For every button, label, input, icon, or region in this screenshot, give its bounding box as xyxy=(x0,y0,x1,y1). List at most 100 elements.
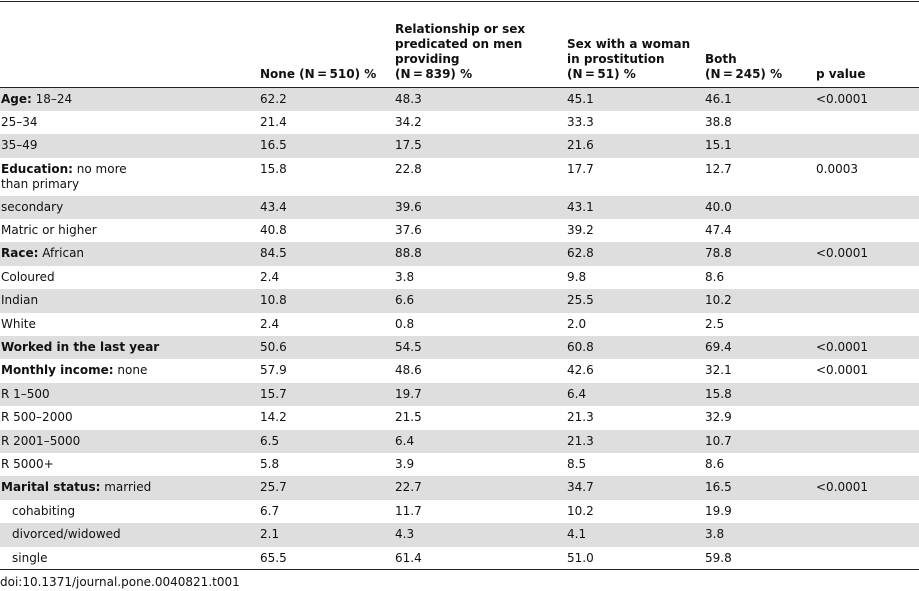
table-body: Age: 18–24 62.2 48.3 45.1 46.1 <0.0001 25–34 21… xyxy=(0,87,919,571)
row-label-line: R 1–500 xyxy=(1,387,252,402)
header-label xyxy=(0,2,252,88)
cell-sex-prostitution: 43.1 xyxy=(560,195,701,220)
cell-relationship: 22.7 xyxy=(390,476,560,500)
header-both-line: Both xyxy=(705,52,737,66)
table-row: R 500–2000 14.2 21.5 21.3 32.9 xyxy=(0,406,919,429)
cell-relationship: 61.4 xyxy=(390,546,560,571)
cell-relationship: 17.5 xyxy=(390,134,560,158)
row-label-text: 18–24 xyxy=(31,92,73,106)
table-row: Monthly income: none 57.9 48.6 42.6 32.1 <0.0… xyxy=(0,359,919,382)
cell-sex-prostitution: 2.0 xyxy=(567,316,587,331)
cell-both: 19.9 xyxy=(705,503,732,518)
cell-both: 10.2 xyxy=(701,289,811,313)
row-label: Race: African xyxy=(0,242,252,266)
cell-p-value: <0.0001 xyxy=(811,476,919,500)
cell-p-value xyxy=(811,382,919,407)
table-row: White 2.4 0.8 2.0 2.5 xyxy=(0,313,919,336)
cell-relationship: 48.3 xyxy=(390,87,560,111)
cell-both: 69.4 xyxy=(701,336,811,360)
row-label-line: single xyxy=(12,551,252,566)
table-row: R 1–500 15.7 19.7 6.4 15.8 xyxy=(0,382,919,407)
cell-none: 10.8 xyxy=(252,289,390,313)
cell-both: 59.8 xyxy=(701,546,811,571)
row-label-text: R 5000+ xyxy=(1,456,54,471)
cell-relationship: 3.8 xyxy=(395,269,415,284)
row-label: 35–49 xyxy=(0,134,252,158)
row-label-text: R 500–2000 xyxy=(1,410,73,425)
cell-none: 40.8 xyxy=(260,223,287,238)
cell-p-value: <0.0001 xyxy=(816,363,869,378)
row-label: secondary xyxy=(0,195,252,220)
row-label: Worked in the last year xyxy=(0,336,252,360)
cell-p-value xyxy=(811,429,919,453)
cell-sex-prostitution: 39.2 xyxy=(567,223,594,238)
cell-sex-prostitution: 6.4 xyxy=(560,382,701,407)
cell-sex-prostitution: 10.2 xyxy=(567,503,594,518)
row-label-line: White xyxy=(1,317,252,332)
table-row: 25–34 21.4 34.2 33.3 38.8 xyxy=(0,111,919,134)
table-row: Worked in the last year 50.6 54.5 60.8 69.4 <… xyxy=(0,336,919,360)
cell-p-value xyxy=(811,266,919,289)
row-label: Education: no more than primary xyxy=(0,158,252,196)
cell-sex-prostitution: 60.8 xyxy=(560,336,701,360)
cell-both: 15.8 xyxy=(701,382,811,407)
cell-relationship: 39.6 xyxy=(390,195,560,220)
header-both: Both (N = 245) % xyxy=(701,2,811,88)
cell-sex-prostitution: 17.7 xyxy=(567,161,594,176)
cell-relationship: 54.5 xyxy=(390,336,560,360)
row-label-line: 25–34 xyxy=(1,115,252,130)
row-label-text: single xyxy=(12,550,48,565)
row-label: Age: 18–24 xyxy=(0,87,252,111)
table-row: Age: 18–24 62.2 48.3 45.1 46.1 <0.0001 xyxy=(0,87,919,111)
cell-none: 57.9 xyxy=(260,363,287,378)
header-relationship-line: predicated on men xyxy=(395,37,523,51)
cell-sex-prostitution: 25.5 xyxy=(560,289,701,313)
cell-p-value xyxy=(811,500,919,523)
table-row: single 65.5 61.4 51.0 59.8 xyxy=(0,546,919,571)
cell-both: 47.4 xyxy=(705,223,732,238)
cell-relationship: 6.6 xyxy=(390,289,560,313)
cell-none: 16.5 xyxy=(252,134,390,158)
header-p-value: p value xyxy=(811,2,919,88)
row-label-text: secondary xyxy=(1,199,64,214)
cell-both: 3.8 xyxy=(701,523,811,547)
cell-sex-prostitution: 8.5 xyxy=(567,456,587,471)
cell-none: 62.2 xyxy=(252,87,390,111)
cell-relationship: 6.4 xyxy=(390,429,560,453)
table-row: Education: no more than primary 15.8 22.8 17… xyxy=(0,158,919,196)
header-p-value-line: p value xyxy=(816,67,866,81)
cell-both: 8.6 xyxy=(705,269,725,284)
cell-none: 2.1 xyxy=(252,523,390,547)
row-label: White xyxy=(0,313,252,336)
row-label: Marital status: married xyxy=(0,476,252,500)
cell-sex-prostitution: 33.3 xyxy=(567,114,594,129)
header-both-line: (N = 245) % xyxy=(705,67,783,81)
header-none: None (N = 510) % xyxy=(252,2,390,88)
row-label: Monthly income: none xyxy=(0,359,252,382)
row-label-line: Education: no more xyxy=(1,162,252,177)
cell-none: 14.2 xyxy=(260,410,287,425)
row-label: R 5000+ xyxy=(0,453,252,476)
cell-both: 32.1 xyxy=(705,363,732,378)
row-label-line: Coloured xyxy=(1,270,252,285)
header-sex-prostitution-line: (N = 51) % xyxy=(567,67,636,81)
row-label-text: 25–34 xyxy=(1,114,38,129)
cell-sex-prostitution: 9.8 xyxy=(567,269,587,284)
row-label: single xyxy=(0,546,252,571)
row-label-text: 35–49 xyxy=(1,138,38,153)
row-label-bold: Marital status: xyxy=(1,480,101,495)
doi-footer[interactable]: doi:10.1371/journal.pone.0040821.t001 xyxy=(0,575,240,589)
row-label-line: R 5000+ xyxy=(1,457,252,472)
header-sex-prostitution: Sex with a woman in prostitution (N = 51) … xyxy=(560,2,701,88)
cell-sex-prostitution: 21.6 xyxy=(560,134,701,158)
cell-p-value: <0.0001 xyxy=(811,336,919,360)
row-label: R 500–2000 xyxy=(0,406,252,429)
row-label-text: cohabiting xyxy=(12,503,76,518)
cell-both: 32.9 xyxy=(705,410,732,425)
cell-sex-prostitution: 45.1 xyxy=(560,87,701,111)
table-row: Race: African 84.5 88.8 62.8 78.8 <0.0001 xyxy=(0,242,919,266)
row-label-line: Worked in the last year xyxy=(1,340,252,355)
row-label: R 1–500 xyxy=(0,382,252,407)
table-row: R 2001–5000 6.5 6.4 21.3 10.7 xyxy=(0,429,919,453)
